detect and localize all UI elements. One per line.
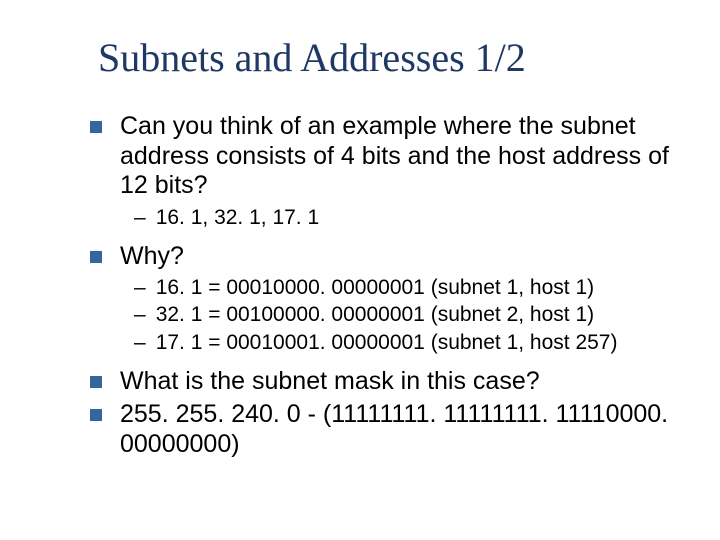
bullet-text: Why? — [120, 242, 184, 272]
dash-icon: – — [134, 275, 146, 300]
bullet-text: Can you think of an example where the su… — [120, 112, 680, 201]
slide-body: Can you think of an example where the su… — [90, 112, 680, 463]
square-bullet-icon — [90, 376, 102, 388]
sub-bullet-text: 16. 1, 32. 1, 17. 1 — [156, 205, 319, 230]
dash-icon: – — [134, 330, 146, 355]
slide-title: Subnets and Addresses 1/2 — [98, 34, 526, 81]
slide: Subnets and Addresses 1/2 Can you think … — [0, 0, 720, 540]
bullet-item: 255. 255. 240. 0 - (11111111. 11111111. … — [90, 400, 680, 459]
bullet-text: What is the subnet mask in this case? — [120, 367, 540, 397]
square-bullet-icon — [90, 409, 102, 421]
sub-bullet-item: – 17. 1 = 00010001. 00000001 (subnet 1, … — [134, 330, 680, 355]
sub-bullet-text: 32. 1 = 00100000. 00000001 (subnet 2, ho… — [156, 302, 594, 327]
square-bullet-icon — [90, 251, 102, 263]
square-bullet-icon — [90, 121, 102, 133]
bullet-text: 255. 255. 240. 0 - (11111111. 11111111. … — [120, 400, 680, 459]
sub-bullet-item: – 32. 1 = 00100000. 00000001 (subnet 2, … — [134, 302, 680, 327]
bullet-item: Can you think of an example where the su… — [90, 112, 680, 201]
sub-bullet-text: 17. 1 = 00010001. 00000001 (subnet 1, ho… — [156, 330, 618, 355]
sub-bullet-item: – 16. 1 = 00010000. 00000001 (subnet 1, … — [134, 275, 680, 300]
sub-bullet-text: 16. 1 = 00010000. 00000001 (subnet 1, ho… — [156, 275, 594, 300]
dash-icon: – — [134, 205, 146, 230]
sub-bullet-item: – 16. 1, 32. 1, 17. 1 — [134, 205, 680, 230]
bullet-item: Why? — [90, 242, 680, 272]
dash-icon: – — [134, 302, 146, 327]
bullet-item: What is the subnet mask in this case? — [90, 367, 680, 397]
